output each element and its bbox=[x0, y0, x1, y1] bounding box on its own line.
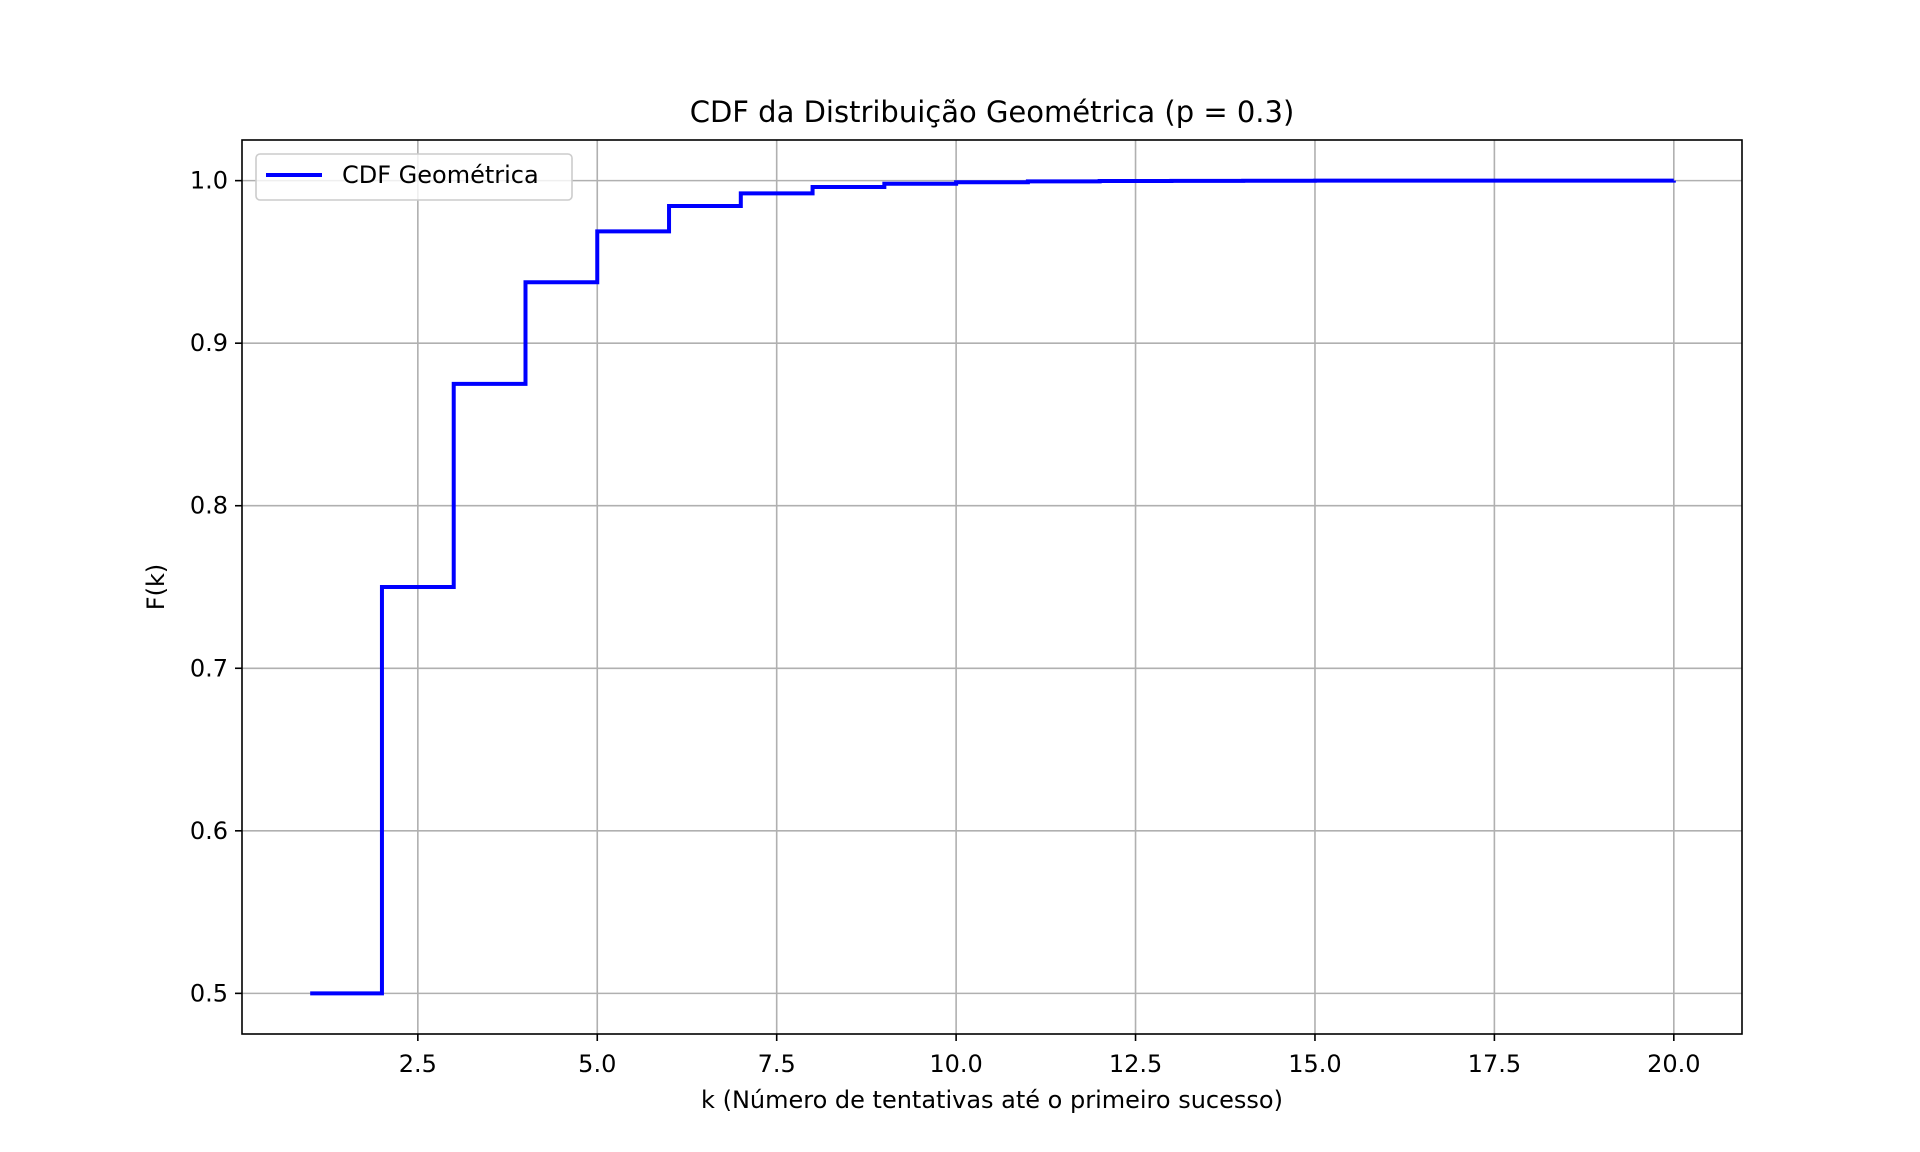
chart-title: CDF da Distribuição Geométrica (p = 0.3) bbox=[690, 95, 1295, 129]
cdf-step-line bbox=[310, 178, 1676, 996]
y-tick-label: 1.0 bbox=[190, 167, 228, 195]
plot-area-frame bbox=[241, 139, 1743, 1035]
x-tick-label: 10.0 bbox=[929, 1050, 982, 1078]
y-tick-label: 0.9 bbox=[190, 329, 228, 357]
x-tick-label: 12.5 bbox=[1109, 1050, 1162, 1078]
x-tick-label: 20.0 bbox=[1647, 1050, 1700, 1078]
x-tick-label: 7.5 bbox=[758, 1050, 796, 1078]
x-tick-label: 17.5 bbox=[1468, 1050, 1521, 1078]
x-axis-label: k (Número de tentativas até o primeiro s… bbox=[701, 1086, 1283, 1114]
axis-ticks: 2.5 5.0 7.5 10.0 12.5 15.0 17.5 20.0 0.5 0.6 0.7 0.… bbox=[190, 167, 1701, 1078]
series-layer bbox=[310, 178, 1676, 996]
x-tick-label: 2.5 bbox=[399, 1050, 437, 1078]
y-tick-label: 0.6 bbox=[190, 817, 228, 845]
y-axis-label: F(k) bbox=[142, 564, 170, 610]
legend-box bbox=[255, 153, 573, 201]
y-tick-label: 0.7 bbox=[190, 654, 228, 682]
y-tick-label: 0.5 bbox=[190, 979, 228, 1007]
legend: CDF Geométrica bbox=[255, 153, 573, 201]
x-tick-label: 5.0 bbox=[578, 1050, 616, 1078]
legend-label: CDF Geométrica bbox=[342, 161, 539, 189]
y-tick-label: 0.8 bbox=[190, 492, 228, 520]
x-tick-label: 15.0 bbox=[1288, 1050, 1341, 1078]
